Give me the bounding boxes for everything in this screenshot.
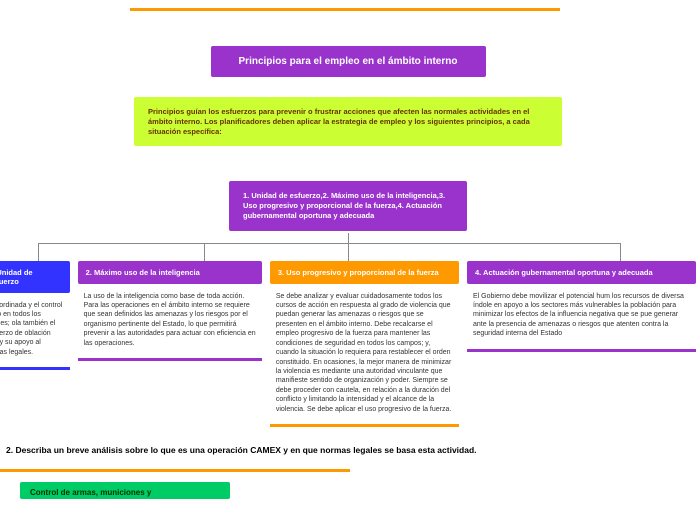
branch-4-header: 4. Actuación gubernamental oportuna y ad… bbox=[467, 261, 696, 284]
branch-1-header: 1. Unidad de esfuerzo bbox=[0, 261, 70, 293]
branch-3-header: 3. Uso progresivo y proporcional de la f… bbox=[270, 261, 459, 284]
branch-2: 2. Máximo uso de la inteligencia La uso … bbox=[78, 261, 262, 362]
question-2: 2. Describa un breve análisis sobre lo q… bbox=[6, 445, 696, 455]
branch-4: 4. Actuación gubernamental oportuna y ad… bbox=[467, 261, 696, 352]
main-title: Principios para el empleo en el ámbito i… bbox=[211, 46, 486, 77]
branch-3: 3. Uso progresivo y proporcional de la f… bbox=[270, 261, 459, 428]
top-divider bbox=[130, 8, 560, 11]
branch-2-header: 2. Máximo uso de la inteligencia bbox=[78, 261, 262, 284]
control-armas-box: Control de armas, municiones y bbox=[20, 482, 230, 499]
branch-1: 1. Unidad de esfuerzo n coordinada y el … bbox=[0, 261, 70, 371]
intro-text: Principios guían los esfuerzos para prev… bbox=[134, 97, 562, 146]
connector-lines bbox=[0, 233, 696, 261]
branch-3-body: Se debe analizar y evaluar cuidadosament… bbox=[270, 284, 459, 428]
branches-row: 1. Unidad de esfuerzo n coordinada y el … bbox=[0, 261, 696, 428]
branch-2-body: La uso de la inteligencia como base de t… bbox=[78, 284, 262, 362]
bottom-divider bbox=[0, 469, 350, 472]
principles-list-box: 1. Unidad de esfuerzo,2. Máximo uso de l… bbox=[229, 181, 467, 230]
branch-4-body: El Gobierno debe movilizar el potencial … bbox=[467, 284, 696, 352]
branch-1-body: n coordinada y el control zado en todos … bbox=[0, 293, 70, 371]
